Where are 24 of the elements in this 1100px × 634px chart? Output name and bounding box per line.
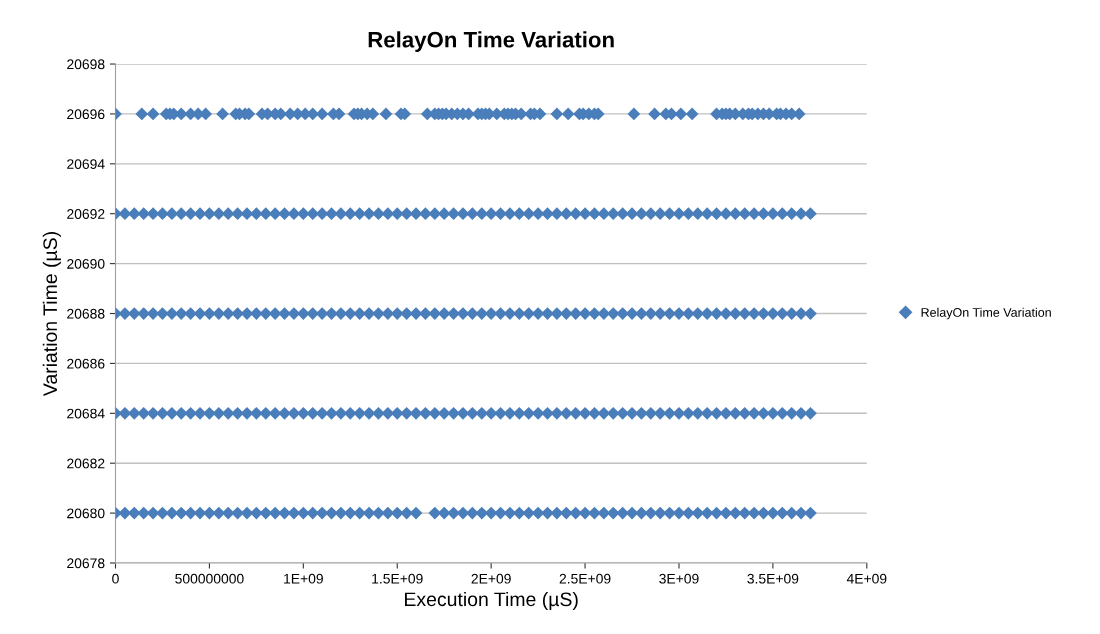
x-tick-label: 0 xyxy=(112,573,119,584)
x-tick-label: 4E+09 xyxy=(846,573,887,584)
y-tick-label: 20684 xyxy=(67,408,105,419)
y-tick-label: 20694 xyxy=(67,159,105,169)
x-tick-label: 3E+09 xyxy=(659,573,699,584)
y-tick-label: 20698 xyxy=(67,59,105,70)
x-tick-label: 3.5E+09 xyxy=(747,573,799,584)
x-axis-title: Execution Time (µS) xyxy=(405,591,578,611)
y-tick-label: 20692 xyxy=(67,209,105,219)
y-tick-label: 20696 xyxy=(67,109,105,120)
legend-label: RelayOn Time Variation xyxy=(921,307,1051,320)
y-axis-title: Variation Time (µS) xyxy=(42,232,61,397)
y-tick-label: 20682 xyxy=(67,458,105,469)
y-tick-label: 20688 xyxy=(67,308,105,319)
x-tick-label: 500000000 xyxy=(175,573,244,584)
y-tick-label: 20690 xyxy=(67,258,105,269)
y-tick-label: 20686 xyxy=(67,358,105,369)
x-tick-label: 2E+09 xyxy=(471,573,511,584)
x-tick-label: 2.5E+09 xyxy=(559,573,611,584)
x-tick-label: 1E+09 xyxy=(284,573,323,584)
chart-title: RelayOn Time Variation xyxy=(368,31,614,52)
y-tick-label: 20678 xyxy=(67,558,105,569)
y-tick-label: 20680 xyxy=(67,508,105,519)
x-tick-label: 1.5E+09 xyxy=(372,573,423,584)
